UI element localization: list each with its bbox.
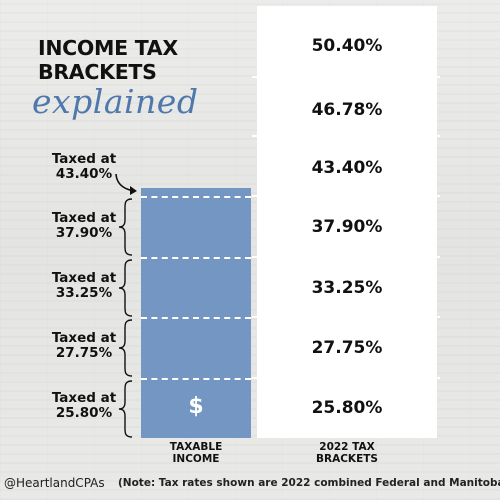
bar-dashed-divider [141,378,251,380]
bracket-divider [252,76,440,78]
taxed-at-rate: 37.90% [55,225,113,241]
taxed-at-label: Taxed at 27.75% [46,331,122,361]
bracket-rate-5: 33.25% [257,258,437,318]
taxed-at-rate: 33.25% [55,285,113,301]
bar-dashed-divider [141,196,251,198]
bracket-rate-1: 50.40% [257,6,437,85]
bracket-divider [252,316,440,318]
footnote: (Note: Tax rates shown are 2022 combined… [118,477,500,489]
title-script: explained [32,82,199,121]
bracket-rate-6: 27.75% [257,318,437,378]
taxed-at-text: Taxed at [51,151,117,167]
bracket-divider [252,377,440,379]
curly-brace-icon [118,380,133,438]
title-line-2: BRACKETS [38,60,157,84]
curved-arrow-icon [115,173,137,195]
tax-brackets-label-line2: BRACKETS [316,453,378,465]
curly-brace-icon [118,259,133,317]
taxed-at-label: Taxed at 25.80% [46,391,122,421]
taxable-income-label-line1: TAXABLE [169,441,223,453]
taxed-at-text: Taxed at [51,210,117,226]
taxed-at-text: Taxed at [51,390,117,406]
taxed-at-label: Taxed at 43.40% [46,152,122,182]
bracket-rate-4: 37.90% [257,196,437,258]
curly-brace-icon [118,319,133,377]
bracket-divider [252,256,440,258]
taxed-at-text: Taxed at [51,270,117,286]
taxable-income-label-line2: INCOME [172,453,220,465]
title-line-1: INCOME TAX [38,36,178,60]
dollar-icon: $ [188,394,204,419]
taxable-income-bar [141,188,251,438]
taxed-at-label: Taxed at 37.90% [46,211,122,241]
bracket-divider [252,195,440,197]
curly-brace-icon [118,198,133,256]
taxed-at-rate: 27.75% [55,345,113,361]
bar-dashed-divider [141,257,251,259]
taxed-at-rate: 43.40% [55,166,113,182]
taxed-at-rate: 25.80% [55,405,113,421]
tax-brackets-label-line1: 2022 TAX [319,441,375,453]
bracket-rate-2: 46.78% [257,77,437,142]
taxed-at-text: Taxed at [51,330,117,346]
bracket-rate-3: 43.40% [257,136,437,200]
bar-dashed-divider [141,317,251,319]
taxed-at-label: Taxed at 33.25% [46,271,122,301]
social-handle: @HeartlandCPAs [4,476,105,490]
taxable-income-label: TAXABLE INCOME [141,441,251,465]
tax-brackets-label: 2022 TAX BRACKETS [292,441,402,465]
bracket-rate-7: 25.80% [257,378,437,438]
bracket-divider [252,135,440,137]
